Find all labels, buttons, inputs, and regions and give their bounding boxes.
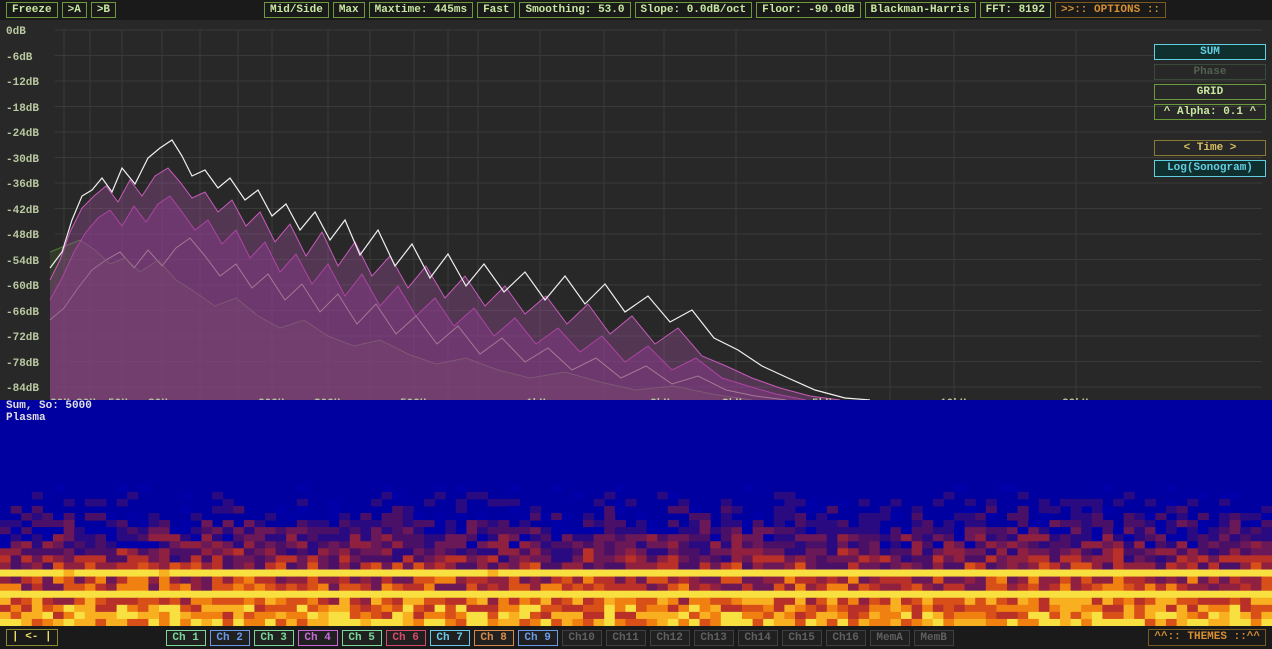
channel-button[interactable]: Ch 7 [430, 630, 470, 646]
channel-button[interactable]: Ch 9 [518, 630, 558, 646]
y-axis-label: -30dB [6, 154, 39, 166]
y-axis-label: -12dB [6, 77, 39, 89]
spectrum-canvas [0, 20, 1272, 400]
sum-button[interactable]: SUM [1154, 44, 1266, 60]
grid-button[interactable]: GRID [1154, 84, 1266, 100]
channel-button[interactable]: Ch14 [738, 630, 778, 646]
store-b-button[interactable]: >B [91, 2, 116, 18]
y-axis-label: -78dB [6, 358, 39, 370]
bottom-toolbar: | <- | Ch 1Ch 2Ch 3Ch 4Ch 5Ch 6Ch 7Ch 8C… [0, 626, 1272, 649]
channel-button[interactable]: Ch13 [694, 630, 734, 646]
channel-button[interactable]: Ch12 [650, 630, 690, 646]
themes-button[interactable]: ^^:: THEMES ::^^ [1148, 629, 1266, 645]
channel-button[interactable]: Ch 4 [298, 630, 338, 646]
y-axis-label: -66dB [6, 307, 39, 319]
sonogram-panel[interactable] [0, 400, 1272, 626]
y-axis-label: -36dB [6, 179, 39, 191]
y-axis-label: -24dB [6, 128, 39, 140]
freeze-button[interactable]: Freeze [6, 2, 58, 18]
channel-button[interactable]: MemA [870, 630, 910, 646]
channel-button[interactable]: Ch16 [826, 630, 866, 646]
fft-button[interactable]: FFT: 8192 [980, 2, 1051, 18]
channel-button[interactable]: Ch 2 [210, 630, 250, 646]
channel-button[interactable]: Ch15 [782, 630, 822, 646]
maxtime-button[interactable]: Maxtime: 445ms [369, 2, 473, 18]
channel-button[interactable]: Ch 8 [474, 630, 514, 646]
window-button[interactable]: Blackman-Harris [865, 2, 976, 18]
y-axis-label: -48dB [6, 230, 39, 242]
right-options-panel: SUM Phase GRID ^ Alpha: 0.1 ^ < Time > L… [1154, 44, 1266, 177]
main-area: 0dB -6dB -12dB -18dB -24dB -30dB -36dB -42dB -48… [0, 20, 1272, 626]
channel-button[interactable]: Ch 5 [342, 630, 382, 646]
sonogram-mode-button[interactable]: Log(Sonogram) [1154, 160, 1266, 176]
nav-back-button[interactable]: | <- | [6, 629, 58, 645]
y-axis-label: -42dB [6, 205, 39, 217]
sonogram-info-2: Plasma [6, 412, 46, 424]
channel-button[interactable]: Ch10 [562, 630, 602, 646]
smoothing-button[interactable]: Smoothing: 53.0 [519, 2, 630, 18]
y-axis-label: 0dB [6, 26, 26, 38]
y-axis-label: -60dB [6, 281, 39, 293]
mode-button[interactable]: Mid/Side [264, 2, 329, 18]
floor-button[interactable]: Floor: -90.0dB [756, 2, 860, 18]
speed-button[interactable]: Fast [477, 2, 515, 18]
spectrum-panel[interactable] [0, 20, 1272, 400]
y-axis-label: -84dB [6, 383, 39, 395]
max-button[interactable]: Max [333, 2, 365, 18]
channel-button[interactable]: Ch 1 [166, 630, 206, 646]
top-toolbar: Freeze >A >B Mid/Side Max Maxtime: 445ms… [0, 0, 1272, 20]
channel-button[interactable]: Ch 6 [386, 630, 426, 646]
slope-button[interactable]: Slope: 0.0dB/oct [635, 2, 753, 18]
y-axis-label: -72dB [6, 332, 39, 344]
sonogram-canvas [0, 400, 1272, 626]
y-axis-label: -54dB [6, 256, 39, 268]
channel-button[interactable]: Ch 3 [254, 630, 294, 646]
y-axis-label: -18dB [6, 103, 39, 115]
channel-button[interactable]: Ch11 [606, 630, 646, 646]
y-axis-label: -6dB [6, 52, 32, 64]
phase-button[interactable]: Phase [1154, 64, 1266, 80]
time-button[interactable]: < Time > [1154, 140, 1266, 156]
alpha-button[interactable]: ^ Alpha: 0.1 ^ [1154, 104, 1266, 120]
store-a-button[interactable]: >A [62, 2, 87, 18]
channel-button[interactable]: MemB [914, 630, 954, 646]
options-button[interactable]: >>:: OPTIONS :: [1055, 2, 1166, 18]
sonogram-info-1: Sum, So: 5000 [6, 400, 92, 412]
